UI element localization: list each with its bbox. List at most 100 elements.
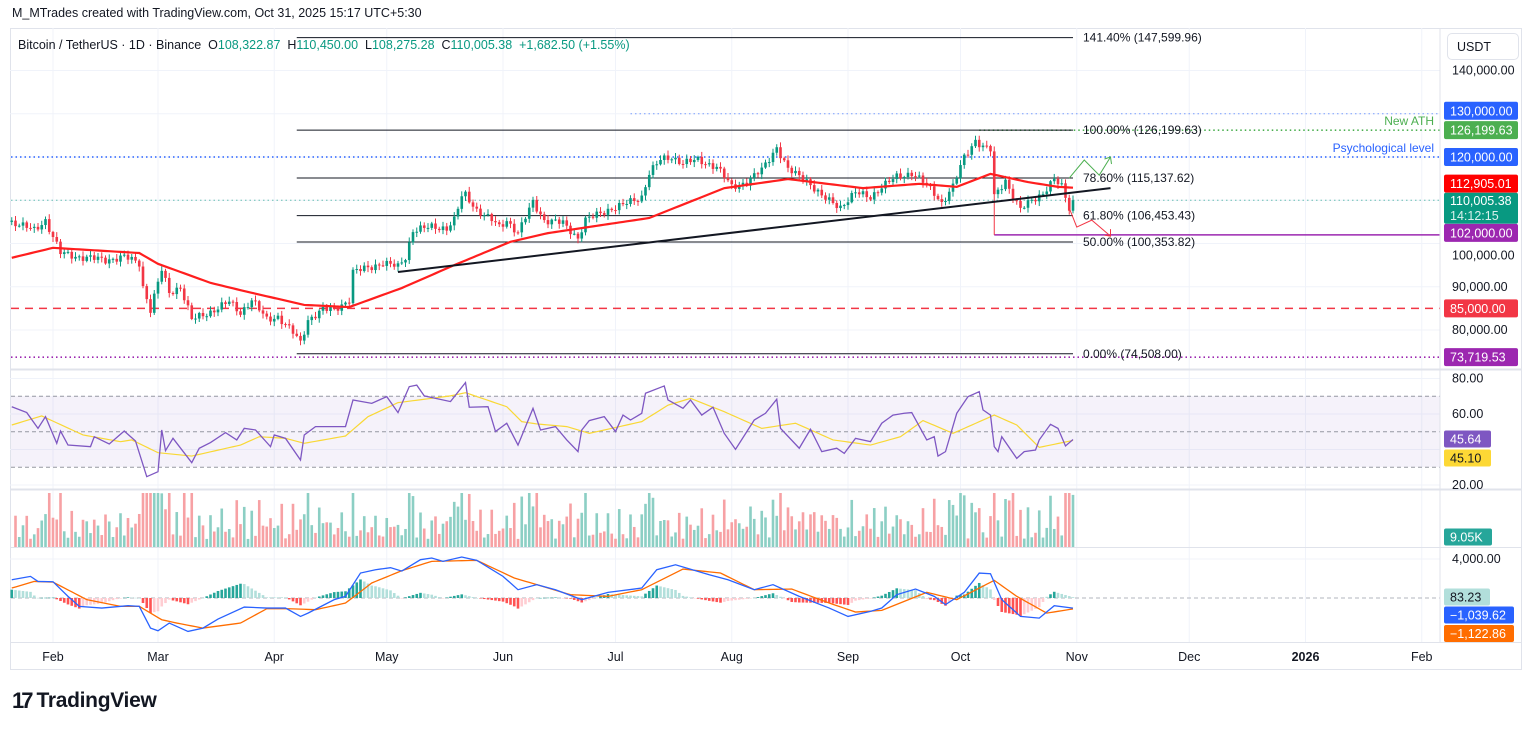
time-tick-label: Feb: [42, 650, 64, 664]
volume-bar: [527, 493, 531, 547]
candle: [696, 156, 700, 160]
candle: [561, 220, 565, 224]
volume-bar: [269, 518, 272, 547]
volume-bar: [696, 525, 700, 547]
volume-bar: [227, 529, 231, 547]
candle: [212, 310, 216, 313]
macd-histogram-bar: [1011, 598, 1015, 615]
volume-bar: [32, 534, 36, 547]
macd-histogram-bar: [370, 585, 374, 598]
volume-bar: [1037, 510, 1041, 547]
candle: [554, 219, 557, 221]
rsi-line: [11, 381, 1074, 478]
macd-histogram-bar: [662, 587, 666, 598]
volume-bar: [771, 499, 775, 547]
volume-bar: [381, 536, 385, 547]
volume-bar: [704, 538, 707, 547]
currency-button[interactable]: USDT: [1447, 33, 1519, 60]
candle: [381, 265, 385, 267]
volume-bar: [62, 531, 66, 547]
volume-bar: [786, 507, 790, 547]
macd-histogram-bar: [160, 598, 164, 607]
candle: [44, 219, 47, 226]
time-tick-label: 2026: [1292, 650, 1320, 664]
logo-text: TradingView: [36, 689, 157, 712]
macd-histogram-bar: [557, 597, 561, 599]
macd-histogram-bar: [152, 598, 156, 613]
candle: [617, 203, 621, 211]
macd-histogram-bar: [902, 589, 906, 598]
volume-bar: [1019, 509, 1022, 547]
price-axis[interactable]: 140,000.00 100,000.00 90,000.00 80,000.00 80…: [1444, 64, 1518, 643]
macd-histogram-bar: [224, 588, 227, 598]
macd-histogram-bar: [430, 594, 434, 598]
candle: [194, 318, 197, 320]
volume-bar: [554, 538, 557, 547]
macd-histogram-bar: [707, 598, 711, 601]
volume-bar: [902, 534, 906, 547]
macd-histogram-bar: [959, 595, 962, 598]
volume-bar: [944, 534, 947, 547]
candle: [726, 177, 730, 181]
symbol-title[interactable]: Bitcoin / TetherUS · 1D · Binance: [18, 38, 202, 52]
candle: [974, 139, 977, 147]
bullish-projection-arrow: [1068, 156, 1111, 179]
macd-histogram-bar: [1064, 595, 1067, 598]
candle: [404, 260, 407, 263]
time-tick-label: Feb: [1411, 650, 1433, 664]
macd-histogram-bar: [10, 589, 14, 598]
macd-histogram-bar: [614, 594, 617, 598]
macd-histogram-bar: [734, 598, 737, 601]
macd-histogram-bar: [760, 596, 764, 598]
macd-histogram-bar: [1056, 592, 1060, 598]
volume-bar: [936, 525, 940, 547]
macd-histogram-bar: [411, 595, 415, 598]
price-tag: [1444, 148, 1518, 166]
macd-histogram-bar: [216, 590, 220, 598]
macd-histogram-bar: [415, 593, 419, 598]
volume-bar: [239, 524, 242, 547]
macd-histogram-bar: [209, 594, 212, 598]
macd-histogram-bar: [497, 598, 501, 602]
volume-bar: [644, 503, 647, 547]
macd-histogram-bar: [85, 598, 89, 606]
change-value: +1,682.50 (+1.55%): [519, 38, 630, 52]
candle: [647, 174, 651, 188]
macd-histogram-bar: [936, 598, 940, 603]
candle: [869, 197, 872, 200]
volume-bar: [692, 529, 696, 547]
time-axis[interactable]: Feb Mar Apr May Jun Jul Aug Sep Oct Nov Dec 2026 Feb: [42, 650, 1432, 664]
fibonacci-retracement[interactable]: 141.40% (147,599.96) 100.00% (126,199.63)…: [296, 31, 1202, 361]
volume-bar: [190, 493, 194, 547]
volume-bar: [276, 525, 280, 547]
drawings[interactable]: [397, 156, 1112, 274]
candle: [89, 255, 92, 257]
macd-histogram-bar: [1045, 596, 1049, 598]
macd-histogram-bar: [929, 598, 932, 600]
macd-histogram-bar: [587, 598, 591, 601]
volume-bar: [422, 528, 426, 547]
volume-bar: [220, 508, 224, 547]
candle: [115, 258, 119, 262]
volume-bar: [801, 512, 805, 547]
candle: [377, 264, 381, 266]
candle: [25, 222, 29, 228]
candle: [415, 231, 419, 233]
tradingview-logo[interactable]: 17 TradingView: [12, 688, 157, 714]
candle: [464, 191, 467, 197]
macd-histogram-bar: [970, 588, 974, 598]
volume-bar: [287, 534, 291, 547]
volume-bar: [29, 538, 32, 547]
candle: [10, 220, 14, 222]
macd-histogram-bar: [1037, 598, 1041, 608]
candle: [786, 160, 790, 168]
macd-histogram-bar: [696, 598, 700, 599]
candle: [899, 173, 902, 179]
macd-histogram-bar: [441, 598, 445, 599]
macd-value-tag-label: −1,039.62: [1450, 609, 1506, 623]
candle: [989, 145, 992, 152]
volume-bar: [167, 493, 171, 547]
macd-histogram-bar: [156, 598, 160, 612]
candle: [269, 316, 272, 322]
